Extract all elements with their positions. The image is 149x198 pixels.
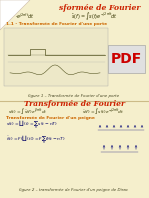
Text: figure 2 – transformée de Fourier d'un peigne de Dirac: figure 2 – transformée de Fourier d'un p… xyxy=(19,188,129,192)
Bar xyxy=(108,45,145,73)
Bar xyxy=(4,28,108,86)
Text: $s(t)=\coprod(t)=\sum_{n}s(t-nT)$: $s(t)=\coprod(t)=\sum_{n}s(t-nT)$ xyxy=(6,119,58,131)
Text: Transformée de Fourier: Transformée de Fourier xyxy=(24,100,125,108)
Polygon shape xyxy=(0,0,30,30)
Text: $\hat{s}(f)=\int s(t)e^{-j2\pi ft}dt$: $\hat{s}(f)=\int s(t)e^{-j2\pi ft}dt$ xyxy=(72,10,118,22)
Text: $\hat{s}(f)=\int s(t)e^{-j2\pi ft}dt$: $\hat{s}(f)=\int s(t)e^{-j2\pi ft}dt$ xyxy=(82,106,124,116)
Text: Transformée de Fourier d'un peigne: Transformée de Fourier d'un peigne xyxy=(6,116,95,120)
Text: sformée de Fourier: sformée de Fourier xyxy=(59,4,141,12)
Text: $s(t)=\int\hat{s}(f)e^{j2\pi ft}dt$: $s(t)=\int\hat{s}(f)e^{j2\pi ft}dt$ xyxy=(8,106,48,116)
Text: PDF: PDF xyxy=(110,52,142,66)
Text: $\hat{i}(t)=F(\coprod(t))=F\sum_{n}\delta(t-nT)$: $\hat{i}(t)=F(\coprod(t))=F\sum_{n}\delt… xyxy=(6,134,66,146)
Text: figure 1 – Transformée de Fourier d'une porte: figure 1 – Transformée de Fourier d'une … xyxy=(28,94,120,98)
Text: $\cdot e^{j2\pi ft}dt$: $\cdot e^{j2\pi ft}dt$ xyxy=(15,11,35,21)
Text: 1.1 - Transformée de Fourier d'une porte: 1.1 - Transformée de Fourier d'une porte xyxy=(6,22,107,26)
